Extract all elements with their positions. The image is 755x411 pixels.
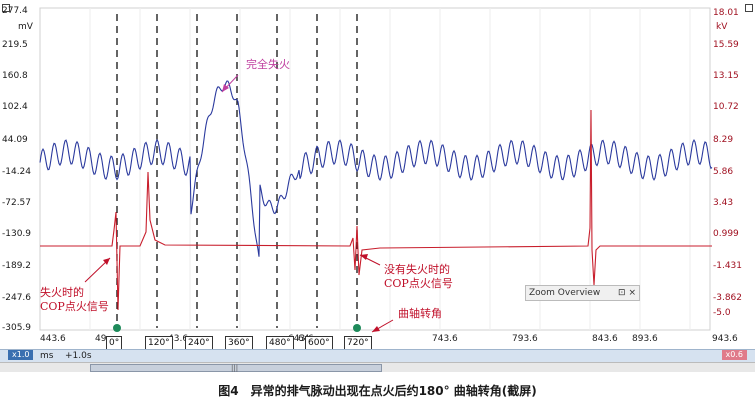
horizontal-scrollbar[interactable]: ||| bbox=[0, 362, 755, 372]
x-axis-tick: 49 bbox=[95, 334, 107, 344]
crank-angle-note: 曲轴转角 bbox=[398, 307, 442, 320]
right-axis-tick: 8.29 bbox=[713, 135, 734, 145]
marker-handle[interactable] bbox=[353, 324, 361, 332]
left-axis-tick: 277.4 bbox=[2, 6, 28, 16]
x-axis-tick: 443.6 bbox=[40, 334, 66, 344]
left-axis-tick: -72.57 bbox=[2, 198, 32, 208]
right-axis-tick: -3.862 bbox=[713, 293, 743, 303]
marker-label-600[interactable]: 600° bbox=[305, 336, 333, 351]
left-scale-badge[interactable]: x1.0 bbox=[8, 350, 34, 360]
channel-a-selector[interactable] bbox=[2, 4, 10, 12]
time-offset: +1.0s bbox=[65, 351, 92, 361]
ignition-signal-trace bbox=[40, 109, 712, 311]
figure-caption: 图4 异常的排气脉动出现在点火后约180° 曲轴转角(截屏) bbox=[218, 384, 537, 398]
left-axis-tick: -189.2 bbox=[2, 261, 32, 271]
angle-markers[interactable] bbox=[113, 14, 361, 332]
normal-cop-line1: 没有失火时的 bbox=[384, 263, 450, 276]
scope-display: mV kV 277.4 219.5 160.8 102.4 44.09 -14.… bbox=[0, 0, 755, 372]
misfire-cop-line1: 失火时的 bbox=[40, 286, 84, 299]
zoom-overview-panel[interactable]: Zoom Overview ⊡ × bbox=[525, 285, 640, 301]
right-axis-tick: 13.15 bbox=[713, 71, 739, 81]
x-axis-tick: 843.6 bbox=[592, 334, 618, 344]
marker-handle[interactable] bbox=[113, 324, 121, 332]
right-axis-tick: 0.999 bbox=[713, 229, 739, 239]
left-axis-tick: -14.24 bbox=[2, 167, 32, 177]
left-axis-tick: -305.9 bbox=[2, 323, 32, 333]
x-axis-tick: 943.6 bbox=[712, 334, 738, 344]
time-unit: ms bbox=[40, 351, 54, 361]
x-axis-tick: 893.6 bbox=[632, 334, 658, 344]
x-axis-tick: 793.6 bbox=[512, 334, 538, 344]
right-axis-tick: -5.0 bbox=[713, 308, 731, 318]
right-axis-tick: 15.59 bbox=[713, 40, 739, 50]
channel-b-selector[interactable] bbox=[745, 4, 753, 12]
left-axis-tick: -247.6 bbox=[2, 293, 32, 303]
left-axis-tick: 44.09 bbox=[2, 135, 28, 145]
scrollbar-thumb[interactable]: ||| bbox=[90, 364, 382, 372]
right-axis-tick: 18.01 bbox=[713, 8, 739, 18]
exhaust-pulse-trace bbox=[39, 80, 713, 257]
waveform-plot[interactable] bbox=[0, 0, 755, 372]
right-axis-unit: kV bbox=[716, 22, 728, 32]
complete-misfire-note: 完全失火 bbox=[246, 58, 290, 71]
left-axis-tick: 160.8 bbox=[2, 71, 28, 81]
grid bbox=[89, 8, 691, 330]
left-axis-tick: 219.5 bbox=[2, 40, 28, 50]
zoom-overview-controls[interactable]: ⊡ × bbox=[618, 288, 636, 298]
misfire-cop-line2: COP点火信号 bbox=[40, 300, 109, 313]
misfire-cop-note: 失火时的 COP点火信号 bbox=[40, 286, 109, 314]
normal-cop-note: 没有失火时的 COP点火信号 bbox=[384, 263, 453, 291]
x-axis-tick: 64 bbox=[298, 334, 310, 344]
status-bar: x1.0 ms +1.0s x0.6 bbox=[0, 349, 755, 362]
right-axis-tick: -1.431 bbox=[713, 261, 743, 271]
left-axis-unit: mV bbox=[18, 22, 33, 32]
annotation-arrows bbox=[84, 74, 394, 333]
right-scale-badge[interactable]: x0.6 bbox=[721, 350, 747, 360]
zoom-overview-label: Zoom Overview bbox=[529, 288, 601, 298]
x-axis-tick: 43.6 bbox=[168, 334, 189, 344]
x-axis-tick: 643.6 bbox=[288, 334, 314, 344]
right-axis-tick: 3.43 bbox=[713, 198, 734, 208]
right-axis-tick: 10.72 bbox=[713, 102, 739, 112]
normal-cop-line2: COP点火信号 bbox=[384, 277, 453, 290]
x-axis-tick: 743.6 bbox=[432, 334, 458, 344]
right-axis-tick: 5.86 bbox=[713, 167, 734, 177]
left-axis-tick: -130.9 bbox=[2, 229, 32, 239]
grip-icon: ||| bbox=[231, 364, 239, 372]
left-axis-tick: 102.4 bbox=[2, 102, 28, 112]
